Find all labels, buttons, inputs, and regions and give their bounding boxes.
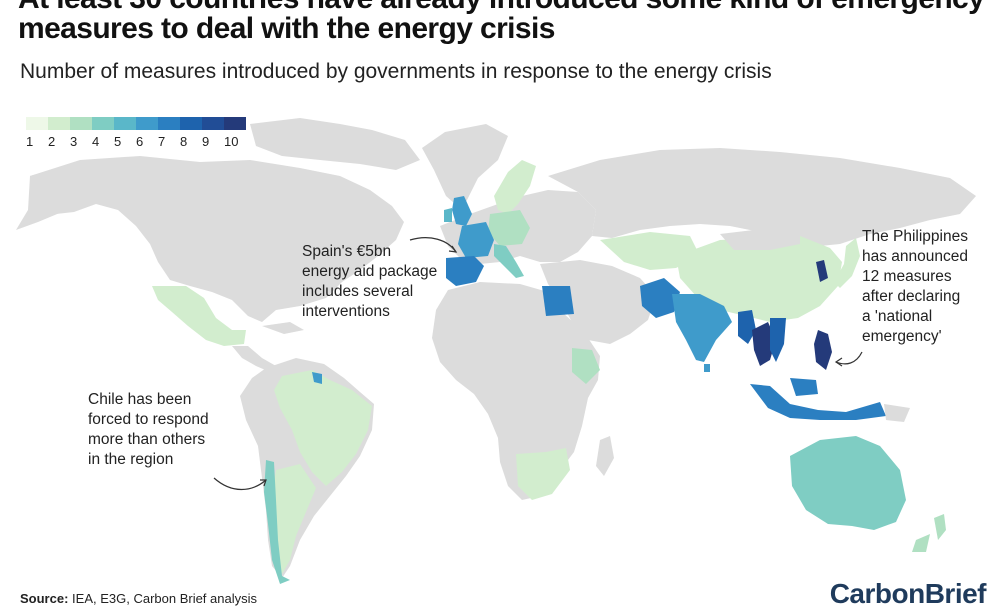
- africa: [432, 282, 600, 500]
- legend-label: 10: [224, 134, 239, 149]
- philippines-annotation-arrow: [835, 351, 863, 365]
- pakistan: [640, 278, 680, 318]
- legend-swatch: [202, 117, 224, 130]
- annotation-line: in the region: [88, 451, 174, 468]
- ireland: [444, 208, 452, 222]
- caribbean: [262, 322, 304, 334]
- annotation-line: Chile has been: [88, 391, 192, 408]
- legend-label: 8: [180, 134, 188, 149]
- legend-label: 9: [202, 134, 210, 149]
- vietnam: [770, 318, 786, 362]
- australia: [790, 436, 906, 530]
- annotation-line: emergency': [862, 328, 942, 345]
- annotation-line: includes several: [302, 283, 414, 300]
- myanmar: [738, 310, 756, 344]
- southern-africa: [516, 448, 570, 500]
- annotation-line: a 'national: [862, 308, 933, 325]
- united-kingdom: [452, 196, 472, 226]
- papua-new-guinea: [884, 404, 910, 422]
- annotation-line: energy aid package: [302, 263, 438, 280]
- france: [458, 222, 494, 258]
- italy: [494, 244, 524, 278]
- legend-label: 7: [158, 134, 166, 149]
- philippines-arrowhead: [834, 357, 843, 367]
- central-europe: [488, 210, 530, 246]
- chile-annotation: Chile has been forced to respond more th…: [88, 390, 209, 470]
- spain-arrowhead: [448, 245, 458, 253]
- chile-annotation-arrow: [213, 477, 267, 491]
- legend-label: 3: [70, 134, 78, 149]
- annotation-line: The Philippines: [862, 228, 968, 245]
- indonesia: [750, 384, 886, 420]
- legend-label: 2: [48, 134, 56, 149]
- madagascar: [596, 436, 614, 476]
- legend-swatch: [180, 117, 202, 130]
- guyana: [312, 372, 322, 384]
- spain: [446, 256, 484, 286]
- brazil: [274, 370, 372, 486]
- new-zealand: [934, 514, 946, 540]
- legend-swatch: [158, 117, 180, 130]
- india: [672, 294, 732, 362]
- annotation-line: 12 measures: [862, 268, 952, 285]
- greenland: [422, 124, 508, 210]
- legend-swatch: [26, 117, 48, 130]
- new-zealand-south: [912, 534, 930, 552]
- legend-label: 1: [26, 134, 34, 149]
- chile-arrowhead: [260, 479, 267, 487]
- source-text: IEA, E3G, Carbon Brief analysis: [72, 591, 258, 606]
- annotation-line: after declaring: [862, 288, 961, 305]
- legend-labels: 1 2 3 4 5 6 7 8 9 10: [26, 134, 246, 149]
- central-america: [232, 346, 276, 372]
- legend-label: 6: [136, 134, 144, 149]
- chile: [264, 460, 290, 584]
- title-line-1: At least 30 countries have already intro…: [18, 0, 998, 14]
- mexico: [152, 286, 246, 346]
- chart-title: At least 30 countries have already intro…: [18, 0, 998, 44]
- annotation-line: has announced: [862, 248, 969, 265]
- sri-lanka: [704, 364, 710, 372]
- legend-swatch: [136, 117, 158, 130]
- philippines: [814, 330, 832, 370]
- legend-swatches: [26, 117, 246, 130]
- legend-swatch: [224, 117, 246, 130]
- central-asia: [600, 232, 700, 270]
- japan: [834, 238, 860, 288]
- legend-swatch: [70, 117, 92, 130]
- source-label: Source:: [20, 591, 69, 606]
- russia: [548, 148, 976, 246]
- legend-label: 4: [92, 134, 100, 149]
- legend-swatch: [48, 117, 70, 130]
- alaska: [16, 166, 86, 230]
- color-legend: 1 2 3 4 5 6 7 8 9 10: [26, 117, 246, 149]
- annotation-line: forced to respond: [88, 411, 209, 428]
- carbonbrief-logo: CarbonBrief: [829, 578, 987, 609]
- malaysia: [790, 378, 818, 396]
- source-note: Source: IEA, E3G, Carbon Brief analysis: [20, 591, 257, 606]
- legend-swatch: [92, 117, 114, 130]
- south-korea: [816, 260, 828, 282]
- north-america: [30, 156, 404, 322]
- scandinavia: [494, 160, 536, 214]
- annotation-line: more than others: [88, 431, 206, 448]
- legend-label: 5: [114, 134, 122, 149]
- egypt: [542, 286, 574, 316]
- mongolia: [720, 228, 800, 250]
- spain-annotation: Spain's €5bn energy aid package includes…: [302, 242, 437, 322]
- philippines-annotation: The Philippines has announced 12 measure…: [862, 227, 968, 347]
- annotation-line: Spain's €5bn: [302, 243, 392, 260]
- annotation-line: interventions: [302, 303, 390, 320]
- argentina: [272, 464, 316, 574]
- china: [676, 236, 842, 322]
- middle-east: [540, 260, 656, 344]
- east-africa: [572, 348, 600, 384]
- legend-swatch: [114, 117, 136, 130]
- title-line-2: measures to deal with the energy crisis: [18, 12, 555, 45]
- chart-subtitle: Number of measures introduced by governm…: [20, 60, 772, 83]
- canada-arctic-islands: [250, 118, 420, 170]
